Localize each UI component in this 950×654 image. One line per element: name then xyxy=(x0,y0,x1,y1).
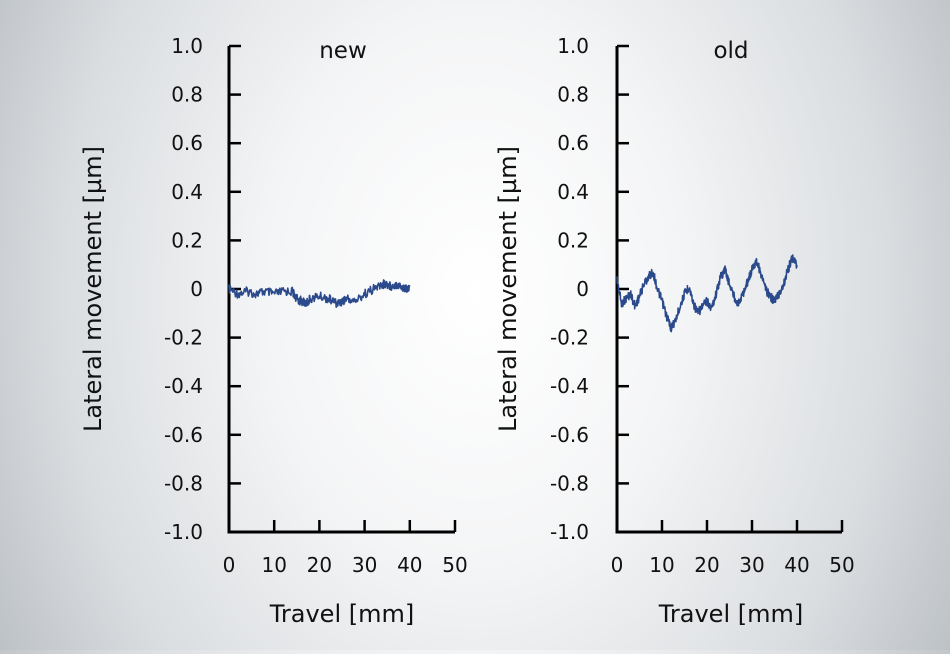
y-axis-label: Lateral movement [µm] xyxy=(494,146,522,432)
x-tick-label: 40 xyxy=(397,553,422,577)
x-tick-label: 20 xyxy=(307,553,332,577)
y-tick-label: 0.6 xyxy=(557,131,589,155)
y-tick-label: 0 xyxy=(576,277,589,301)
x-tick-label: 50 xyxy=(829,553,854,577)
y-tick-label: -0.2 xyxy=(550,326,589,350)
chart-title: new xyxy=(319,38,367,64)
y-tick-label: 1.0 xyxy=(557,34,589,58)
y-tick-label: 0.2 xyxy=(557,228,589,252)
series-line xyxy=(228,279,411,309)
series-line xyxy=(616,254,798,333)
y-tick-label: -0.2 xyxy=(164,326,203,350)
y-tick-label: -1.0 xyxy=(550,520,589,544)
y-tick-label: -1.0 xyxy=(164,520,203,544)
y-tick-label: -0.8 xyxy=(550,471,589,495)
y-tick-label: 0.8 xyxy=(171,83,203,107)
x-axis-label: Travel [mm] xyxy=(658,600,803,628)
x-tick-label: 40 xyxy=(784,553,809,577)
y-tick-label: 0.8 xyxy=(557,83,589,107)
x-tick-label: 10 xyxy=(261,553,286,577)
y-tick-label: -0.4 xyxy=(164,374,203,398)
x-tick-label: 30 xyxy=(739,553,764,577)
y-tick-label: -0.4 xyxy=(550,374,589,398)
y-tick-label: -0.6 xyxy=(164,423,203,447)
x-tick-label: 50 xyxy=(442,553,467,577)
x-axis-label: Travel [mm] xyxy=(269,600,414,628)
y-tick-label: 0.4 xyxy=(171,180,203,204)
y-tick-label: 0.4 xyxy=(557,180,589,204)
x-tick-label: 20 xyxy=(694,553,719,577)
y-tick-label: 0.6 xyxy=(171,131,203,155)
y-axis-label: Lateral movement [µm] xyxy=(79,146,107,432)
y-tick-label: -0.8 xyxy=(164,471,203,495)
chart-title: old xyxy=(713,38,748,64)
x-tick-label: 10 xyxy=(649,553,674,577)
x-tick-label: 0 xyxy=(223,553,236,577)
x-tick-label: 30 xyxy=(352,553,377,577)
y-tick-label: 0.2 xyxy=(171,228,203,252)
y-tick-label: 0 xyxy=(190,277,203,301)
y-tick-label: 1.0 xyxy=(171,34,203,58)
y-tick-label: -0.6 xyxy=(550,423,589,447)
x-tick-label: 0 xyxy=(611,553,624,577)
